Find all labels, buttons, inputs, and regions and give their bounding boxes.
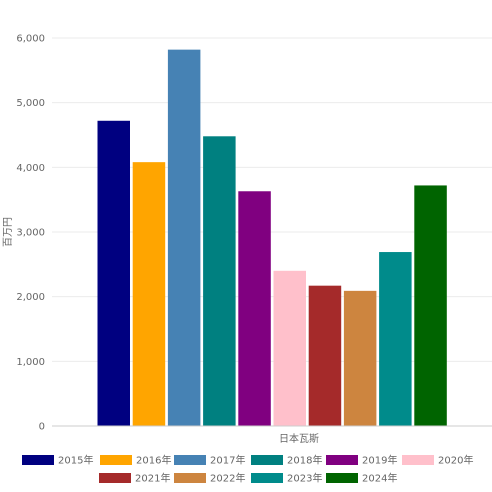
legend-swatch (22, 455, 54, 465)
bar-2024年 (414, 185, 447, 426)
legend-swatch (251, 455, 283, 465)
legend-label: 2018年 (287, 454, 322, 467)
y-axis-ticks: 0 1,000 2,000 3,000 4,000 5,000 6,000 (16, 34, 45, 433)
y-tick-label: 2,000 (16, 292, 45, 303)
bars (97, 49, 447, 427)
legend-label: 2017年 (210, 454, 245, 467)
legend-label: 2015年 (58, 454, 93, 467)
legend-label: 2022年 (210, 472, 245, 485)
legend-swatch (99, 473, 131, 483)
bar-2020年 (273, 270, 306, 426)
legend-label: 2024年 (362, 472, 397, 485)
legend-label: 2020年 (438, 454, 473, 467)
y-tick-label: 3,000 (16, 228, 45, 239)
bar-2015年 (97, 120, 130, 427)
y-tick-label: 0 (39, 422, 45, 433)
legend-label: 2016年 (136, 454, 171, 467)
legend-swatch (100, 455, 132, 465)
legend-swatch (174, 455, 206, 465)
legend-swatch (326, 473, 358, 483)
y-tick-label: 5,000 (16, 98, 45, 109)
legend-swatch (402, 455, 434, 465)
bar-2022年 (343, 290, 377, 426)
legend-label: 2019年 (362, 454, 397, 467)
legend-swatch (251, 473, 283, 483)
bar-2019年 (238, 191, 271, 426)
bar-2018年 (203, 136, 236, 426)
y-tick-label: 4,000 (16, 163, 45, 174)
bar-2016年 (132, 162, 166, 426)
legend-label: 2021年 (135, 472, 170, 485)
y-axis-title: 百万円 (2, 217, 14, 247)
legend: 2015年 2016年 2017年 2018年 2019年 2020年 2021年 2022年… (22, 454, 473, 485)
legend-label: 2023年 (287, 472, 322, 485)
bar-2017年 (167, 49, 201, 426)
bar-2021年 (308, 285, 342, 426)
x-axis-title: 日本瓦斯 (279, 432, 319, 445)
y-tick-label: 1,000 (16, 357, 45, 368)
legend-swatch (326, 455, 358, 465)
y-tick-label: 6,000 (16, 34, 45, 45)
legend-swatch (174, 473, 206, 483)
bar-2023年 (379, 252, 412, 426)
